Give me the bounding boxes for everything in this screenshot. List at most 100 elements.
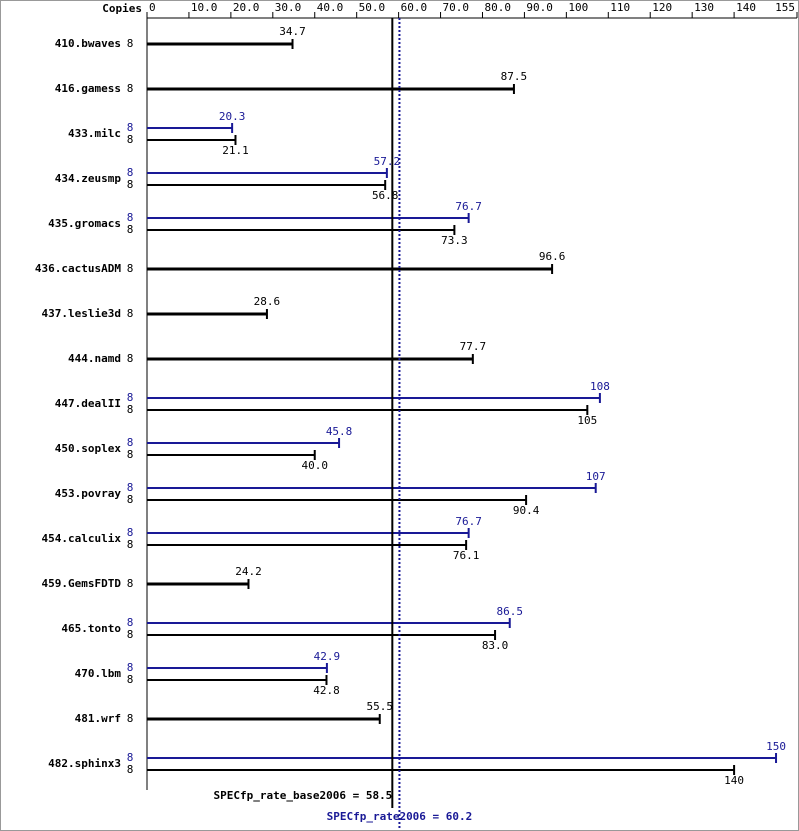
copies-label: 8 — [127, 628, 134, 641]
bar — [147, 544, 467, 546]
benchmark-label: 410.bwaves — [55, 37, 121, 50]
bar — [147, 357, 473, 361]
benchmark-label: 416.gamess — [55, 82, 121, 95]
value-label: 20.3 — [219, 110, 246, 123]
value-label: 73.3 — [441, 234, 468, 247]
benchmark-label: 436.cactusADM — [35, 262, 121, 275]
copies-label: 8 — [127, 538, 134, 551]
copies-label: 8 — [127, 352, 134, 365]
copies-label: 8 — [127, 481, 134, 494]
x-tick-label: 90.0 — [526, 1, 553, 14]
copies-label: 8 — [127, 493, 134, 506]
x-tick-label: 120 — [652, 1, 672, 14]
bar — [147, 229, 455, 231]
benchmark-label: 453.povray — [55, 487, 122, 500]
value-label: 55.5 — [366, 700, 393, 713]
bar — [147, 442, 340, 444]
x-tick-label: 80.0 — [484, 1, 511, 14]
bar — [147, 409, 588, 411]
value-label: 77.7 — [460, 340, 487, 353]
value-label: 108 — [590, 380, 610, 393]
benchmark-label: 450.soplex — [55, 442, 122, 455]
value-label: 83.0 — [482, 639, 509, 652]
x-tick-label: 60.0 — [401, 1, 428, 14]
x-tick-label: 155 — [775, 1, 795, 14]
copies-label: 8 — [127, 37, 134, 50]
copies-label: 8 — [127, 661, 134, 674]
benchmark-label: 470.lbm — [75, 667, 122, 680]
bar — [147, 139, 236, 141]
value-label: 57.2 — [374, 155, 401, 168]
benchmark-label: 481.wrf — [75, 712, 121, 725]
bar — [147, 454, 315, 456]
copies-label: 8 — [127, 307, 134, 320]
bar — [147, 634, 496, 636]
value-label: 45.8 — [326, 425, 353, 438]
benchmark-label: 465.tonto — [61, 622, 121, 635]
x-tick-label: 0 — [149, 1, 156, 14]
value-label: 40.0 — [301, 459, 328, 472]
value-label: 87.5 — [501, 70, 528, 83]
value-label: 150 — [766, 740, 786, 753]
x-tick-label: 110 — [610, 1, 630, 14]
bar — [147, 532, 469, 534]
bar — [147, 87, 514, 91]
value-label: 90.4 — [513, 504, 540, 517]
copies-label: 8 — [127, 403, 134, 416]
copies-label: 8 — [127, 448, 134, 461]
value-label: 76.7 — [455, 200, 482, 213]
copies-label: 8 — [127, 262, 134, 275]
copies-label: 8 — [127, 391, 134, 404]
value-label: 107 — [586, 470, 606, 483]
x-tick-label: 70.0 — [443, 1, 470, 14]
bar — [147, 499, 527, 501]
benchmark-label: 447.dealII — [55, 397, 121, 410]
copies-header: Copies — [102, 2, 142, 15]
value-label: 76.7 — [455, 515, 482, 528]
bar — [147, 582, 249, 586]
bar — [147, 217, 469, 219]
bar — [147, 42, 293, 46]
bar — [147, 397, 600, 399]
copies-label: 8 — [127, 223, 134, 236]
bar — [147, 667, 327, 669]
bar — [147, 717, 380, 721]
benchmark-label: 454.calculix — [42, 532, 122, 545]
x-tick-label: 10.0 — [191, 1, 218, 14]
copies-label: 8 — [127, 166, 134, 179]
copies-label: 8 — [127, 751, 134, 764]
value-label: 42.9 — [314, 650, 341, 663]
benchmark-label: 435.gromacs — [48, 217, 121, 230]
x-tick-label: 140 — [736, 1, 756, 14]
bar — [147, 769, 735, 771]
value-label: 105 — [577, 414, 597, 427]
x-tick-label: 100 — [568, 1, 588, 14]
value-label: 86.5 — [496, 605, 523, 618]
value-label: 28.6 — [254, 295, 281, 308]
x-tick-label: 30.0 — [275, 1, 302, 14]
bar — [147, 312, 267, 316]
x-tick-label: 40.0 — [317, 1, 344, 14]
value-label: 76.1 — [453, 549, 480, 562]
benchmark-label: 433.milc — [68, 127, 121, 140]
benchmark-label: 482.sphinx3 — [48, 757, 121, 770]
bar — [147, 267, 553, 271]
copies-label: 8 — [127, 526, 134, 539]
value-label: 56.8 — [372, 189, 399, 202]
copies-label: 8 — [127, 577, 134, 590]
bar — [147, 622, 510, 624]
copies-label: 8 — [127, 121, 134, 134]
value-label: 42.8 — [313, 684, 340, 697]
x-tick-label: 20.0 — [233, 1, 260, 14]
copies-label: 8 — [127, 178, 134, 191]
bar — [147, 487, 596, 489]
x-tick-label: 130 — [694, 1, 714, 14]
copies-label: 8 — [127, 211, 134, 224]
value-label: 21.1 — [222, 144, 249, 157]
value-label: 140 — [724, 774, 744, 787]
value-label: 96.6 — [539, 250, 566, 263]
benchmark-label: 437.leslie3d — [42, 307, 121, 320]
value-label: 34.7 — [279, 25, 306, 38]
reference-label: SPECfp_rate2006 = 60.2 — [327, 810, 473, 823]
benchmark-label: 459.GemsFDTD — [42, 577, 122, 590]
